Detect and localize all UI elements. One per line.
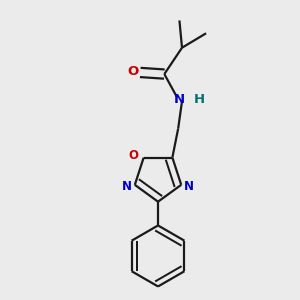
Text: N: N	[174, 93, 185, 106]
Text: O: O	[128, 65, 139, 78]
Text: N: N	[184, 180, 194, 193]
Text: H: H	[194, 93, 205, 106]
Text: N: N	[122, 180, 132, 193]
Text: O: O	[128, 149, 138, 162]
